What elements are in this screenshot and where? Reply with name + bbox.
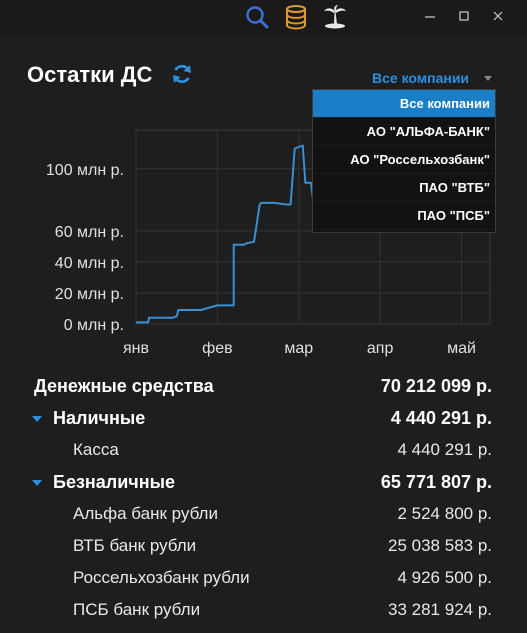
page-title: Остатки ДС [27,62,153,87]
dropdown-option-alfa[interactable]: АО "АЛЬФА-БАНК" [313,118,495,146]
noncash-item-label: Альфа банк рубли [73,504,218,523]
y-tick-label: 100 млн р. [46,162,124,179]
cash-label: Наличные [53,408,146,428]
noncash-item-label: ПСБ банк рубли [73,600,201,619]
x-tick-label: апр [367,340,394,357]
x-tick-label: янв [123,340,149,357]
x-tick-label: май [447,340,476,357]
chevron-down-icon[interactable] [484,76,492,81]
noncash-item-row: ПСБ банк рубли 33 281 924 р. [0,596,527,626]
y-tick-label: 40 млн р. [55,255,124,272]
noncash-item-value: 2 524 800 р. [397,504,492,523]
search-icon[interactable] [244,4,270,30]
palm-island-icon[interactable] [322,4,348,30]
maximize-icon [459,11,469,21]
database-icon[interactable] [283,4,309,30]
close-button[interactable] [481,0,515,32]
dropdown-option-rshb[interactable]: АО "Россельхозбанк" [313,146,495,174]
y-tick-label: 60 млн р. [55,224,124,241]
noncash-item-value: 33 281 924 р. [388,600,492,619]
noncash-item-row: Альфа банк рубли 2 524 800 р. [0,500,527,530]
company-select[interactable]: Все компании [372,70,470,86]
cash-item-row: Касса 4 440 291 р. [0,436,527,466]
noncash-item-label: Россельхозбанк рубли [73,568,250,587]
close-icon [493,11,503,21]
dropdown-option-all[interactable]: Все компании [313,90,495,118]
total-row: Денежные средства 70 212 099 р. [0,372,527,402]
dropdown-option-vtb[interactable]: ПАО "ВТБ" [313,174,495,202]
x-tick-label: мар [284,340,313,357]
expand-cash-icon[interactable] [32,416,42,422]
total-label: Денежные средства [34,376,214,396]
noncash-label: Безналичные [53,472,175,492]
cash-group-row[interactable]: Наличные 4 440 291 р. [0,404,527,434]
noncash-value: 65 771 807 р. [380,472,492,492]
cash-item-value: 4 440 291 р. [397,440,492,459]
noncash-item-value: 4 926 500 р. [397,568,492,587]
noncash-item-label: ВТБ банк рубли [73,536,197,555]
dropdown-option-psb[interactable]: ПАО "ПСБ" [313,202,495,230]
noncash-group-row[interactable]: Безналичные 65 771 807 р. [0,468,527,498]
refresh-icon[interactable] [170,62,194,86]
company-dropdown: Все компании АО "АЛЬФА-БАНК" АО "Россель… [312,89,496,233]
minimize-icon [425,16,435,18]
title-bar [0,0,527,34]
noncash-item-row: ВТБ банк рубли 25 038 583 р. [0,532,527,562]
series-line [136,144,338,324]
total-value: 70 212 099 р. [380,376,492,396]
noncash-item-row: Россельхозбанк рубли 4 926 500 р. [0,564,527,594]
cash-item-label: Касса [73,440,119,459]
noncash-item-value: 25 038 583 р. [388,536,492,555]
minimize-button[interactable] [413,0,447,32]
cash-value: 4 440 291 р. [390,408,492,428]
expand-noncash-icon[interactable] [32,480,42,486]
y-tick-label: 0 млн р. [64,317,124,334]
maximize-button[interactable] [447,0,481,32]
x-tick-label: фев [202,340,233,357]
y-tick-label: 20 млн р. [55,286,124,303]
